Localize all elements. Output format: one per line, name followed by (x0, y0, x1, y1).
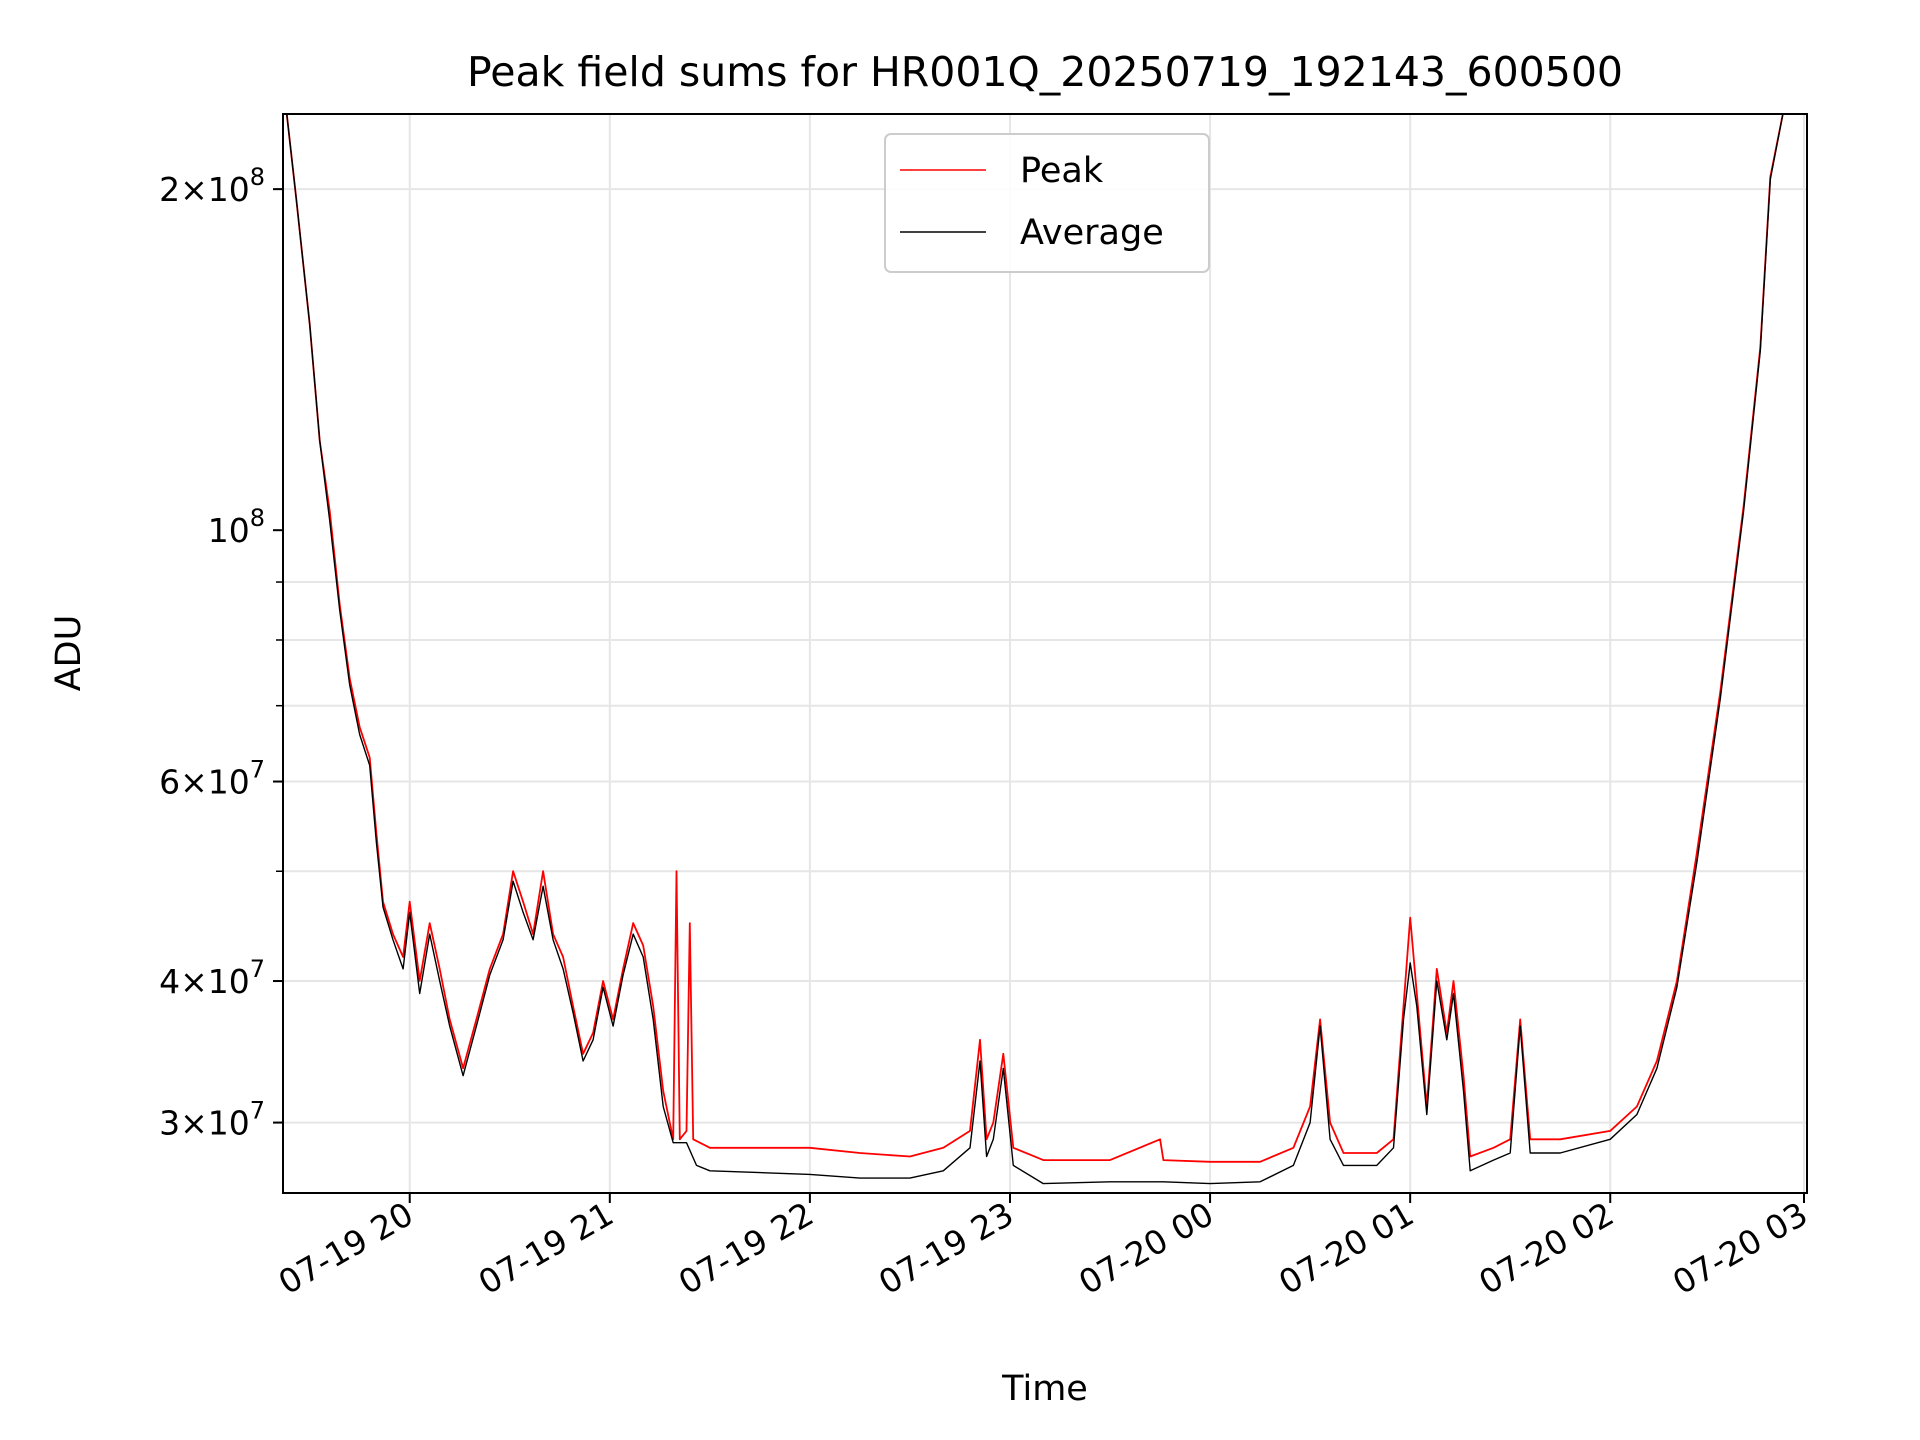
y-tick-label: 3×107 (159, 1097, 265, 1143)
x-axis-label: Time (1001, 1369, 1088, 1409)
y-tick-label: 4×107 (159, 955, 265, 1001)
series-line-peak (285, 114, 1784, 1163)
y-axis: 3×107 4×107 6×107 108 2×108 (159, 163, 283, 1143)
legend: Peak Average (884, 133, 1210, 273)
chart-title: Peak field sums for HR001Q_20250719_1921… (467, 48, 1623, 96)
y-axis-label: ADU (49, 615, 89, 692)
plot-frame (282, 113, 1808, 1194)
y-tick-label: 108 (208, 504, 265, 550)
legend-label-peak: Peak (1020, 151, 1104, 191)
legend-label-average: Average (1020, 213, 1164, 253)
series-line-average (286, 114, 1784, 1185)
y-tick-label: 6×107 (159, 756, 265, 802)
y-tick-label: 2×108 (159, 163, 265, 209)
series-layer (285, 114, 1784, 1185)
legend-box (884, 133, 1210, 273)
grid-lines (283, 114, 1807, 1193)
